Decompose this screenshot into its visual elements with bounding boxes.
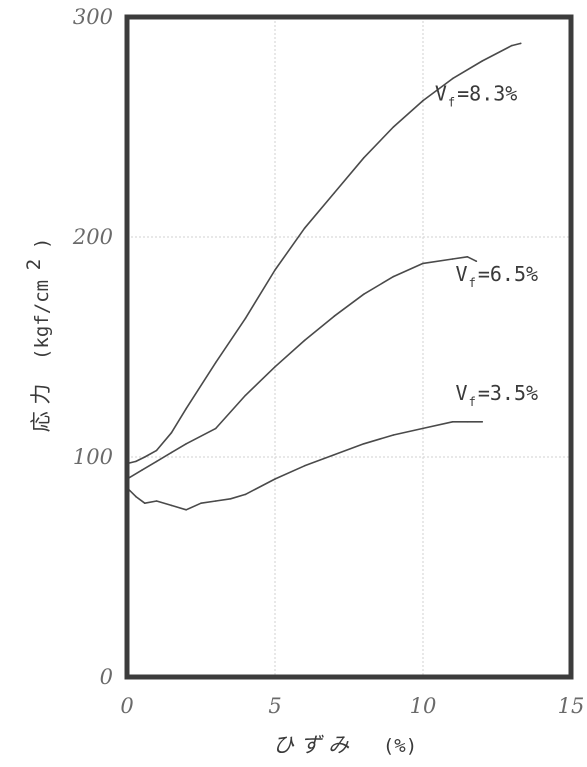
series-label-value: =3.5% — [478, 381, 538, 405]
x-tick-label: 10 — [410, 694, 437, 718]
y-axis-title: 応 力 (kgf/cm 2 ) — [23, 238, 54, 433]
x-axis-title: ひ ず み (%) — [273, 733, 417, 757]
x-axis-title-unit: (%) — [383, 735, 417, 757]
series-1-point — [303, 227, 306, 229]
svg-text:ひ ず み (%): ひ ず み (%) — [273, 733, 417, 757]
series-1-point — [392, 126, 395, 128]
series-label-1: Vf =8.3% — [435, 82, 517, 110]
series-2-point — [185, 443, 187, 445]
y-axis-title-close: ) — [31, 238, 53, 249]
series-2-point — [274, 366, 276, 368]
series-lines — [126, 42, 522, 511]
series-3-point — [422, 427, 424, 430]
series-3-point — [303, 465, 306, 467]
series-3-point — [143, 502, 146, 505]
plot-frame — [124, 14, 574, 680]
series-label-v: V — [456, 381, 468, 405]
series-label-v: V — [456, 262, 468, 286]
x-tick-label: 5 — [268, 694, 281, 718]
series-label-sub: f — [469, 395, 476, 409]
series-1-point — [170, 432, 173, 434]
series-2-point — [333, 315, 336, 318]
series-2-point — [466, 255, 469, 258]
series-label-sub: f — [448, 96, 455, 110]
series-3-point — [200, 502, 202, 505]
series-label-value: =8.3% — [457, 82, 517, 106]
series-label-sub: f — [469, 276, 476, 290]
y-tick-label: 100 — [73, 445, 113, 469]
x-tick-label: 15 — [558, 694, 585, 718]
series-3-point — [333, 454, 336, 456]
svg-text:応 力 (kgf/cm 2: 応 力 (kgf/cm 2 ) — [23, 238, 54, 433]
series-1-point — [155, 449, 158, 452]
series-1-point — [135, 460, 137, 463]
series-1-point — [511, 44, 513, 47]
series-1-point — [215, 361, 217, 364]
y-tick-label: 0 — [100, 665, 113, 689]
series-3-point — [392, 434, 395, 436]
series-2-point — [451, 258, 454, 260]
series-1-point — [481, 60, 484, 62]
series-1-point — [244, 317, 247, 320]
series-2-point — [215, 427, 217, 430]
series-3-point — [274, 478, 276, 480]
series-label-2: Vf =6.5% — [456, 262, 539, 290]
series-3-point — [229, 498, 232, 500]
y-axis-title-unit: (kgf/cm — [31, 280, 53, 360]
series-1-point — [274, 269, 276, 271]
series-2-point — [244, 394, 247, 397]
series-3-point — [451, 421, 454, 423]
series-1-point — [363, 157, 365, 159]
series-1-point — [422, 99, 424, 102]
x-tick-label: 0 — [120, 694, 133, 718]
y-axis-title-word: 応 力 — [29, 384, 53, 433]
series-3-point — [363, 443, 365, 445]
series-line-2 — [126, 256, 478, 480]
series-2-point — [155, 460, 158, 463]
series-2-point — [363, 293, 365, 296]
series-1-point — [185, 407, 187, 410]
series-3-point — [155, 500, 158, 502]
series-3-point — [215, 500, 217, 502]
y-tick-label: 200 — [72, 225, 113, 249]
y-tick-label: 300 — [73, 5, 113, 29]
series-labels: Vf =8.3%Vf =6.5%Vf =3.5% — [435, 82, 538, 409]
series-1-point — [143, 456, 146, 458]
series-3-point — [466, 421, 469, 423]
series-2-point — [170, 451, 173, 454]
series-2-point — [303, 339, 306, 342]
series-2-point — [392, 275, 395, 278]
series-3-point — [135, 495, 137, 498]
series-3-point — [481, 421, 484, 423]
x-axis-title-word: ひ ず み — [273, 733, 350, 757]
series-3-point — [170, 504, 173, 507]
tick-labels: 0 5 10 15 0 100 200 300 — [72, 5, 584, 718]
series-1-point — [333, 192, 336, 194]
series-2-point — [422, 262, 424, 265]
series-1-point — [451, 77, 454, 80]
series-1-point — [519, 42, 522, 45]
series-2-point — [475, 260, 478, 263]
grid-lines — [127, 17, 571, 677]
y-axis-title-sup: 2 — [23, 259, 45, 270]
series-2-point — [141, 469, 143, 472]
series-label-value: =6.5% — [478, 262, 538, 286]
series-line-1 — [126, 42, 522, 465]
series-3-point — [244, 493, 247, 496]
series-label-3: Vf =3.5% — [456, 381, 539, 409]
series-3-point — [185, 509, 187, 511]
series-label-v: V — [435, 82, 447, 106]
